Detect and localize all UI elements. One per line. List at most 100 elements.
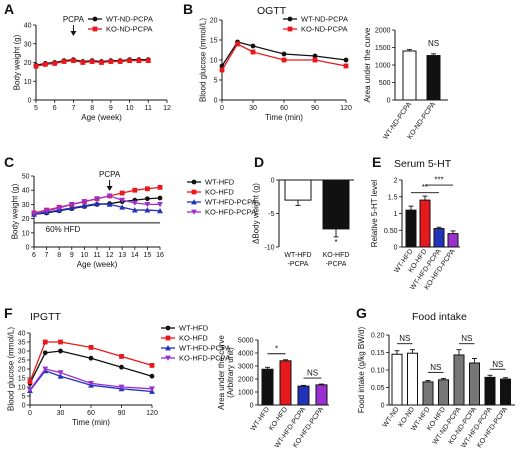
y-tick-label: 0 [22, 403, 26, 410]
data-point-wt-hfd [149, 373, 155, 379]
data-point-ko-hfd-pcpa [149, 386, 155, 392]
data-point-ko-hfd [27, 379, 33, 384]
x-axis-label: Time (min) [265, 113, 303, 122]
x-tick-label: 6 [32, 252, 36, 259]
x-category-label: -PCPA [288, 261, 309, 268]
legend-entry: WT-HFD [205, 178, 235, 187]
y-tick-label: 35 [18, 340, 26, 347]
bar-wt-hfd [261, 368, 274, 406]
y-axis-label: (Arbitrary unit) [226, 347, 235, 398]
data-point-ko-hfd-pcpa [106, 193, 113, 199]
data-point-ko-nd-pcpa [312, 57, 318, 63]
legend-swatch-marker [287, 16, 293, 22]
data-point-ko-hfd-pcpa [88, 381, 94, 387]
chart-g: 0 0.05 0.10 0.15 0.20 Food intake (g/kg BW/d)… [357, 327, 515, 450]
data-point-wt-hfd-pcpa [106, 201, 113, 207]
x-tick-label: 11 [145, 105, 152, 112]
y-tick-label: 0.20 [371, 333, 385, 340]
y-tick-label: 0.50 [384, 228, 398, 235]
significance-label: NS [430, 363, 441, 372]
y-tick-label: 0 [214, 98, 218, 105]
y-tick-label: 40 [22, 188, 30, 195]
legend-swatch-marker [191, 179, 197, 185]
y-tick-label: 0.10 [371, 368, 385, 375]
legend-swatch-marker [191, 199, 197, 205]
data-point-ko-hfd [119, 190, 125, 196]
x-tick-label: 10 [81, 252, 89, 259]
bar-wt-hfd-pcpa [297, 385, 310, 406]
legend-swatch-marker [191, 209, 197, 215]
data-point-ko-hfd [132, 187, 138, 193]
series-line-wt-hfd [29, 350, 153, 384]
data-point-wt-hfd [145, 196, 150, 202]
legend-swatch-marker [165, 335, 171, 341]
data-point-ko-nd-pcpa [127, 58, 132, 64]
y-tick-label: 5 [22, 394, 26, 401]
y-tick-label: 0 [250, 403, 254, 410]
y-tick-label: 0 [271, 178, 275, 185]
x-category-label: KO-HFD [323, 252, 350, 259]
y-tick-label: 0 [387, 98, 391, 105]
data-point-ko-hfd-pcpa [56, 205, 63, 211]
x-axis-label: Time (min) [72, 418, 110, 427]
legend-swatch-marker [165, 325, 171, 331]
y-tick-label: 15 [210, 38, 218, 45]
data-point-wt-nd-pcpa [281, 51, 287, 57]
data-point-wt-hfd-pcpa [131, 207, 138, 213]
significance-label: ** [422, 183, 428, 192]
x-tick-label: 16 [156, 252, 164, 259]
panel-letter-b: B [183, 1, 193, 17]
y-tick-label: 20 [18, 367, 26, 374]
panel-letter-e: E [372, 154, 381, 170]
bar-ko-hfd [438, 379, 449, 406]
legend-entry: WT-HFD-PCPA [205, 198, 257, 207]
data-point-ko-nd-pcpa [281, 57, 287, 63]
y-tick-label: 10 [18, 385, 26, 392]
legend-swatch-marker [165, 345, 171, 351]
x-tick-label: 14 [131, 252, 139, 259]
data-point-ko-hfd-pcpa [27, 387, 33, 393]
y-axis-label: ΔBody weight (g) [251, 183, 260, 244]
bar-ko-hfd [419, 199, 431, 248]
data-point-wt-hfd [88, 355, 94, 361]
series-line-wt-nd-pcpa [221, 41, 347, 67]
bar-ko-nd-pcpa [426, 55, 441, 101]
y-tick-label: 0 [381, 403, 385, 410]
y-axis-label: Area under the curve [217, 335, 226, 410]
bar-ko-hfd-pcpa [500, 378, 511, 406]
x-tick-label: 9 [70, 252, 74, 259]
y-tick-label: 10 [210, 58, 218, 65]
x-tick-label: 30 [249, 105, 257, 112]
legend-swatch-marker [191, 189, 197, 195]
pcpa-arrow-head [70, 31, 77, 36]
data-point-wt-hfd-pcpa [94, 200, 100, 207]
legend-swatch-marker [165, 355, 171, 361]
data-point-wt-hfd-pcpa [57, 373, 64, 379]
legend-entry: WT-ND-PCPA [301, 15, 348, 24]
y-tick-label: 10 [24, 79, 32, 86]
data-point-ko-hfd [145, 186, 150, 192]
x-tick-label: 6 [53, 105, 57, 112]
x-tick-label: 90 [311, 105, 319, 112]
y-tick-label: 25 [18, 358, 26, 365]
x-tick-label: 5 [34, 105, 38, 112]
bar-wt-hfd-pcpa [433, 228, 445, 248]
y-tick-label: 20 [210, 18, 218, 25]
x-tick-label: 30 [57, 410, 65, 417]
data-point-ko-nd-pcpa [250, 49, 256, 55]
y-tick-label: 0.15 [371, 350, 385, 357]
y-tick-label: 50 [22, 174, 30, 181]
significance-label: *** [434, 176, 443, 185]
x-tick-label: 10 [126, 105, 134, 112]
panel-g-title: Food intake [412, 311, 467, 323]
panel-f-title: IPGTT [30, 311, 62, 323]
data-point-wt-hfd-pcpa [119, 204, 126, 210]
y-tick-label: 10 [22, 230, 30, 237]
x-tick-label: 120 [340, 105, 352, 112]
y-tick-label: 40 [18, 331, 26, 338]
data-point-ko-nd-pcpa [52, 61, 58, 66]
y-axis-label: Body weight (g) [11, 183, 20, 239]
bar-wt-hfd [422, 381, 434, 406]
